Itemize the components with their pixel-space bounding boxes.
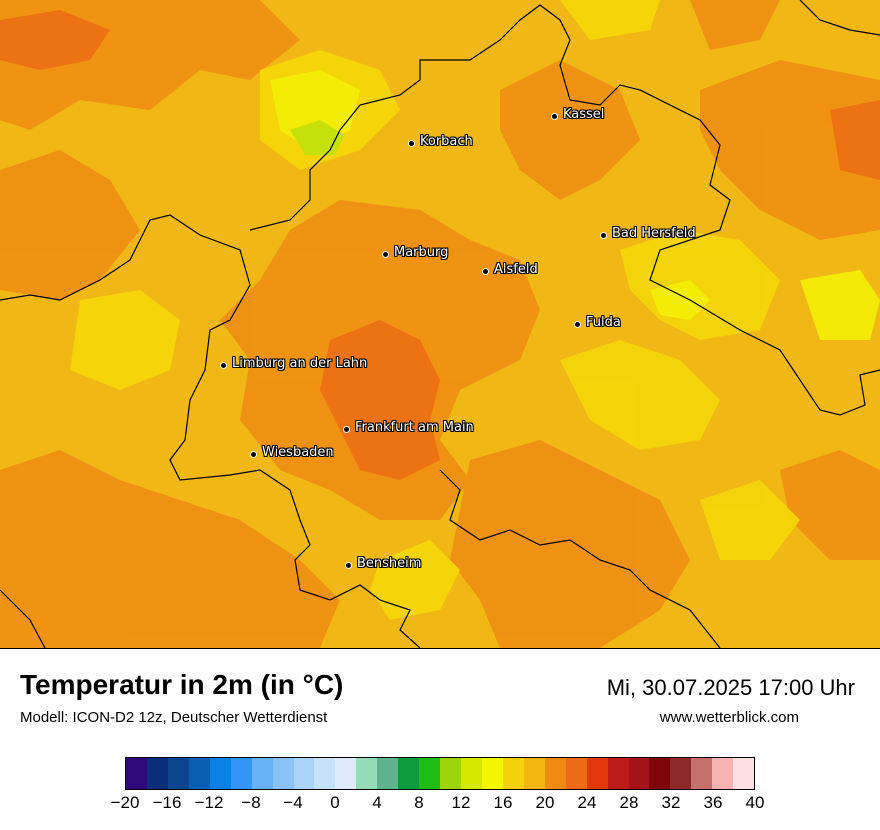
city-label: Korbach (420, 134, 473, 149)
colorbar-segment (314, 758, 336, 789)
city-label: Frankfurt am Main (355, 420, 474, 435)
colorbar-segment (293, 758, 315, 789)
colorbar-segment (146, 758, 168, 789)
colorbar-segment (523, 758, 545, 789)
forecast-datetime: Mi, 30.07.2025 17:00 Uhr (606, 675, 855, 700)
colorbar-tick-label: 4 (372, 793, 382, 812)
city-marker-icon (382, 251, 389, 258)
colorbar-segment (502, 758, 524, 789)
city-marker-icon (574, 321, 581, 328)
city-marker-icon (343, 426, 350, 433)
colorbar-tick-label: 8 (414, 793, 424, 812)
city-marker-icon (408, 140, 415, 147)
colorbar-tick-label: 12 (451, 793, 471, 812)
colorbar-segment (628, 758, 650, 789)
colorbar-segment (649, 758, 671, 789)
temperature-field (0, 0, 880, 648)
colorbar-segment (481, 758, 503, 789)
city-label: Kassel (563, 107, 605, 122)
colorbar-tick-label: 36 (703, 793, 723, 812)
colorbar-segment (209, 758, 231, 789)
colorbar-segment (377, 758, 399, 789)
colorbar-segment (126, 758, 147, 789)
colorbar-tick-label: −20 (110, 793, 140, 812)
colorbar-ticks: −20 −16 −12 −8 −4 0 4 8 12 16 20 24 28 32 36 40 (111, 793, 765, 817)
colorbar-segment (607, 758, 629, 789)
map-footer: Temperatur in 2m (in °C) Modell: ICON-D2… (0, 649, 880, 830)
city-marker-icon (482, 268, 489, 275)
colorbar-segment (712, 758, 734, 789)
city-label: Bad Hersfeld (612, 226, 696, 241)
city-label: Limburg an der Lahn (232, 356, 368, 371)
colorbar-segment (733, 758, 755, 789)
colorbar-tick-label: 16 (493, 793, 513, 812)
colorbar-tick-label: 32 (661, 793, 681, 812)
colorbar-segment (544, 758, 566, 789)
model-info: Modell: ICON-D2 12z, Deutscher Wetterdie… (20, 709, 328, 726)
colorbar-segment (586, 758, 608, 789)
colorbar-tick-label: 28 (619, 793, 639, 812)
city-label: Alsfeld (494, 262, 538, 277)
colorbar-tick-label: 24 (577, 793, 597, 812)
colorbar-segment (230, 758, 252, 789)
colorbar-tick-label: 20 (535, 793, 555, 812)
colorbar-segment (188, 758, 210, 789)
colorbar-segment (272, 758, 294, 789)
colorbar-segment (167, 758, 189, 789)
city-marker-icon (220, 362, 227, 369)
city-marker-icon (600, 232, 607, 239)
colorbar-tick-label: −4 (283, 793, 303, 812)
colorbar-tick-label: −8 (241, 793, 261, 812)
colorbar-tick-label: 40 (745, 793, 765, 812)
city-label: Marburg (394, 245, 449, 260)
temperature-map: Kassel Korbach Bad Hersfeld Marburg Alsf… (0, 0, 880, 649)
website-link[interactable]: www.wetterblick.com (659, 709, 799, 726)
colorbar-segment (335, 758, 357, 789)
colorbar-segment (440, 758, 461, 789)
colorbar-tick-label: −12 (194, 793, 224, 812)
colorbar-segment (398, 758, 420, 789)
colorbar-segment (251, 758, 273, 789)
city-label: Fulda (586, 315, 621, 330)
colorbar-tick-label: −16 (152, 793, 182, 812)
colorbar-segment (691, 758, 713, 789)
temperature-colorbar (125, 757, 755, 790)
colorbar-segment (565, 758, 587, 789)
colorbar-segment (461, 758, 482, 789)
colorbar-segment (670, 758, 692, 789)
colorbar-segment (356, 758, 378, 789)
map-title: Temperatur in 2m (in °C) (20, 669, 344, 700)
city-label: Wiesbaden (262, 445, 334, 460)
city-marker-icon (345, 562, 352, 569)
city-label: Bensheim (357, 556, 422, 571)
colorbar-segment (419, 758, 441, 789)
colorbar-tick-label: 0 (330, 793, 340, 812)
city-marker-icon (551, 113, 558, 120)
city-marker-icon (250, 451, 257, 458)
